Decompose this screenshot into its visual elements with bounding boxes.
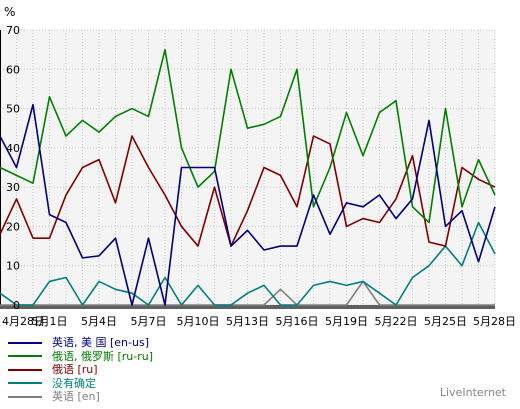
series-line-1 <box>0 48 496 224</box>
y-tick-label: 60 <box>6 63 20 76</box>
legend-swatch <box>8 368 42 371</box>
x-tick-label: 5月19日 <box>325 315 368 328</box>
legend-item: 英语 [en] <box>8 390 153 404</box>
y-tick-label: 70 <box>6 24 20 37</box>
legend-label: 俄语 [ru] <box>52 363 98 376</box>
legend-swatch <box>8 341 42 344</box>
brand-label: LiveInternet <box>439 386 506 399</box>
x-tick-label: 5月28日 <box>473 315 516 328</box>
plot-area <box>0 30 495 305</box>
legend: 英语, 美 国 [en-us] 俄语, 俄罗斯 [ru-ru] 俄语 [ru] 没有确… <box>8 336 153 404</box>
legend-swatch <box>8 382 42 385</box>
y-tick-label: 20 <box>6 220 20 233</box>
y-tick-label: 10 <box>6 260 20 273</box>
x-tick-label: 5月10日 <box>177 315 220 328</box>
x-axis-bar <box>0 305 495 309</box>
series-line-0 <box>0 103 496 306</box>
x-tick-label: 5月22日 <box>375 315 418 328</box>
x-tick-label: 5月4日 <box>81 315 117 328</box>
series-line-2 <box>0 135 496 247</box>
legend-swatch <box>8 395 42 398</box>
legend-label: 英语, 美 国 [en-us] <box>52 336 149 349</box>
x-tick-label: 5月13日 <box>226 315 269 328</box>
legend-item: 英语, 美 国 [en-us] <box>8 336 153 350</box>
x-tick-label: 5月16日 <box>276 315 319 328</box>
x-tick-label: 5月7日 <box>131 315 167 328</box>
x-tick-label: 5月25日 <box>424 315 467 328</box>
legend-label: 俄语, 俄罗斯 [ru-ru] <box>52 349 154 363</box>
legend-label: 没有确定 <box>52 376 96 390</box>
y-tick-label: 30 <box>6 181 20 194</box>
legend-swatch <box>8 355 42 358</box>
legend-item: 没有确定 <box>8 377 153 391</box>
x-tick-label: 4月28日 <box>2 315 45 328</box>
series-lines <box>0 48 496 306</box>
y-tick-label: 40 <box>6 142 20 155</box>
legend-label: 英语 [en] <box>52 390 100 403</box>
y-axis-label: % <box>4 5 15 19</box>
legend-item: 俄语 [ru] <box>8 363 153 377</box>
grid-lines <box>0 29 496 306</box>
y-tick-label: 50 <box>6 103 20 116</box>
series-line-3 <box>0 221 496 306</box>
legend-item: 俄语, 俄罗斯 [ru-ru] <box>8 350 153 364</box>
x-tick-label: 5月1日 <box>32 315 68 328</box>
y-tick-label: 0 <box>13 299 20 312</box>
